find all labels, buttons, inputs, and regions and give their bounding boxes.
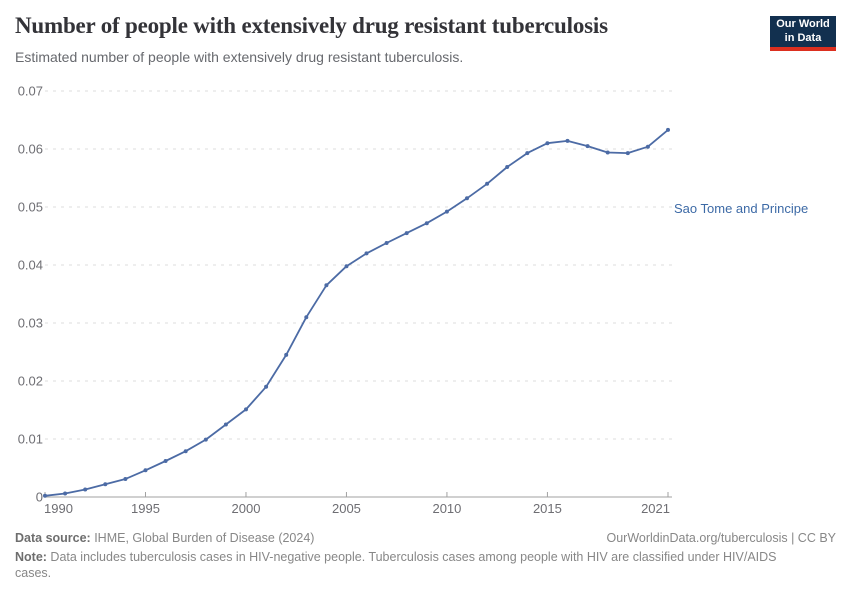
data-point — [324, 283, 329, 288]
footnote: Note: Data includes tuberculosis cases i… — [15, 549, 815, 581]
page-title: Number of people with extensively drug r… — [15, 13, 608, 38]
data-point — [183, 449, 188, 454]
y-tick-label: 0.04 — [18, 258, 43, 273]
data-point — [103, 482, 108, 487]
data-point — [625, 151, 630, 156]
x-tick-label: 2005 — [332, 501, 361, 516]
data-point — [424, 221, 429, 226]
footnote-text: Data includes tuberculosis cases in HIV-… — [15, 550, 777, 580]
data-point — [545, 141, 550, 146]
y-tick-label: 0 — [36, 490, 43, 505]
chart-footer: Data source: IHME, Global Burden of Dise… — [15, 530, 836, 581]
data-point — [43, 493, 47, 498]
data-point — [83, 487, 88, 492]
data-point — [163, 459, 168, 463]
data-point — [223, 422, 228, 427]
data-point — [565, 138, 570, 143]
logo-line1: Our World — [776, 17, 830, 30]
data-point — [384, 241, 389, 245]
y-tick-label: 0.02 — [18, 374, 43, 389]
trend-line — [44, 129, 669, 497]
x-tick-label: 2000 — [232, 501, 261, 516]
x-tick-label: 1995 — [131, 501, 160, 516]
data-point — [264, 384, 269, 389]
data-point — [505, 165, 510, 169]
data-point — [244, 407, 248, 412]
data-point — [666, 127, 670, 132]
owid-logo[interactable]: Our World in Data — [770, 16, 836, 51]
data-point — [123, 477, 128, 481]
data-source: Data source: IHME, Global Burden of Dise… — [15, 530, 314, 546]
data-point — [344, 264, 349, 269]
footnote-label: Note: — [15, 550, 47, 564]
logo-line2: in Data — [784, 31, 822, 44]
y-tick-label: 0.07 — [18, 84, 43, 99]
y-tick-label: 0.06 — [18, 142, 43, 157]
data-point — [203, 437, 208, 442]
x-tick-label: 2015 — [533, 501, 562, 516]
data-point — [364, 251, 369, 256]
data-point — [525, 151, 530, 156]
x-tick-label: 2021 — [641, 501, 670, 516]
data-point — [63, 491, 68, 496]
series-label-sao-tome-and-principe[interactable]: Sao Tome and Principe — [674, 201, 809, 216]
x-tick-label: 2010 — [432, 501, 461, 516]
data-point — [284, 352, 289, 357]
data-point — [444, 209, 449, 214]
data-source-label: Data source: — [15, 531, 91, 545]
data-point — [585, 144, 590, 149]
data-point — [143, 468, 148, 473]
y-tick-label: 0.03 — [18, 316, 43, 331]
data-point — [465, 196, 469, 201]
data-point — [605, 150, 610, 155]
x-tick-label: 1990 — [44, 501, 73, 516]
chart-area: 0 0.01 0.02 0.03 0.04 0.05 0.06 0.07 1990 1995 200… — [0, 80, 850, 530]
data-point — [645, 144, 650, 149]
y-tick-label: 0.05 — [18, 200, 43, 215]
line-chart-svg: 0 0.01 0.02 0.03 0.04 0.05 0.06 0.07 1990 1995 200… — [18, 84, 672, 516]
y-tick-label: 0.01 — [18, 432, 43, 447]
data-point — [304, 315, 309, 320]
chart-subtitle: Estimated number of people with extensiv… — [15, 49, 464, 65]
data-point — [404, 231, 409, 236]
license-link[interactable]: OurWorldinData.org/tuberculosis | CC BY — [606, 531, 837, 545]
data-point — [485, 181, 490, 186]
data-source-text: IHME, Global Burden of Disease (2024) — [90, 531, 315, 545]
